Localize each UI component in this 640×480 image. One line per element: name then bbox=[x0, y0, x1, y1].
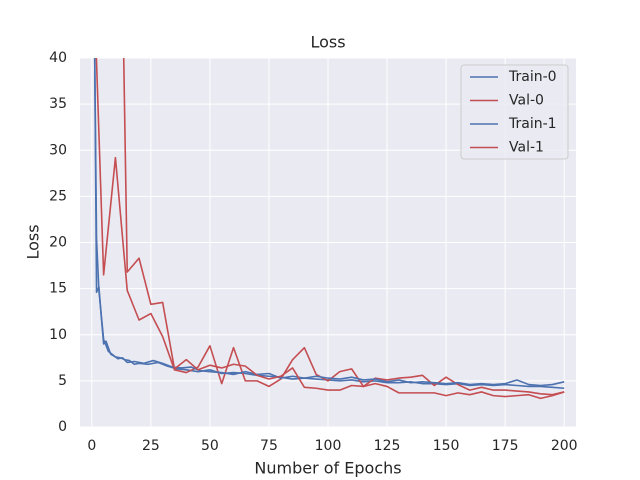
y-tick-label: 10 bbox=[49, 327, 67, 343]
x-axis-label: Number of Epochs bbox=[254, 459, 401, 478]
x-tick-label: 100 bbox=[315, 438, 342, 454]
y-tick-label: 5 bbox=[58, 373, 67, 389]
chart-title: Loss bbox=[310, 33, 345, 52]
x-tick-label: 125 bbox=[374, 438, 401, 454]
legend-label: Train-0 bbox=[508, 69, 557, 85]
x-tick-label: 175 bbox=[492, 438, 519, 454]
x-tick-label: 25 bbox=[142, 438, 160, 454]
y-tick-label: 15 bbox=[49, 281, 67, 297]
line-series bbox=[95, 58, 565, 396]
line-series bbox=[122, 58, 565, 400]
legend-label: Train-1 bbox=[508, 116, 557, 132]
x-tick-label: 200 bbox=[551, 438, 578, 454]
y-tick-label: 35 bbox=[49, 96, 67, 112]
x-tick-label: 0 bbox=[87, 438, 96, 454]
legend-box bbox=[460, 64, 569, 160]
legend-label: Val-0 bbox=[509, 93, 544, 109]
y-tick-label: 40 bbox=[49, 50, 67, 66]
x-tick-label: 75 bbox=[260, 438, 278, 454]
x-tick-label: 50 bbox=[201, 438, 219, 454]
y-tick-label: 0 bbox=[58, 419, 67, 435]
y-tick-label: 25 bbox=[49, 188, 67, 204]
y-axis-label: Loss bbox=[24, 224, 43, 259]
y-tick-label: 20 bbox=[49, 235, 67, 251]
x-tick-label: 150 bbox=[433, 438, 460, 454]
line-series bbox=[93, 58, 565, 387]
y-tick-label: 30 bbox=[49, 142, 67, 158]
legend-label: Val-1 bbox=[509, 140, 544, 156]
